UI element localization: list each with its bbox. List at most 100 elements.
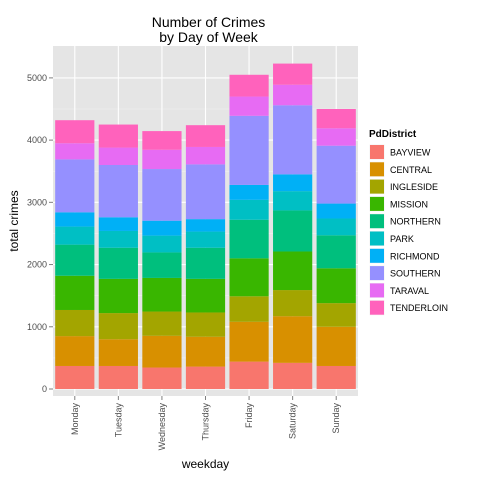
bar-taraval-tuesday	[98, 147, 138, 165]
bar-richmond-sunday	[316, 203, 356, 219]
bar-ingleside-friday	[229, 296, 269, 322]
bar-mission-tuesday	[98, 278, 138, 314]
y-tick-label: 2000	[27, 260, 47, 270]
legend-label-park: PARK	[390, 234, 414, 244]
bar-bayview-thursday	[185, 366, 226, 389]
bar-park-tuesday	[98, 230, 138, 248]
legend-swatch-ingleside	[370, 179, 384, 194]
bar-tenderloin-friday	[229, 74, 269, 97]
bar-bayview-tuesday	[98, 365, 138, 389]
bar-northern-sunday	[316, 235, 356, 269]
bar-central-tuesday	[98, 339, 138, 366]
bar-mission-friday	[229, 258, 269, 297]
bar-ingleside-monday	[55, 309, 95, 337]
bar-tenderloin-monday	[55, 120, 95, 144]
y-tick-label: 5000	[27, 73, 47, 83]
bar-taraval-wednesday	[142, 149, 182, 170]
bar-ingleside-thursday	[185, 312, 226, 337]
bar-mission-sunday	[316, 268, 356, 304]
bar-central-wednesday	[142, 335, 182, 368]
bar-northern-thursday	[185, 247, 226, 279]
x-tick-label-tuesday: Tuesday	[113, 403, 123, 438]
bar-richmond-tuesday	[98, 217, 138, 231]
bar-bayview-saturday	[273, 362, 313, 389]
x-axis-label: weekday	[181, 457, 229, 471]
bar-northern-saturday	[273, 210, 313, 252]
bar-tenderloin-sunday	[316, 109, 356, 129]
bar-park-friday	[229, 199, 269, 220]
legend-swatch-southern	[370, 266, 384, 281]
bar-richmond-wednesday	[142, 220, 182, 236]
legend-label-taraval: TARAVAL	[390, 286, 429, 296]
legend-label-ingleside: INGLESIDE	[390, 182, 438, 192]
bar-southern-friday	[229, 115, 269, 185]
bar-richmond-thursday	[185, 219, 226, 232]
bar-southern-thursday	[185, 164, 226, 220]
bar-ingleside-wednesday	[142, 311, 182, 336]
x-tick-label-wednesday: Wednesday	[157, 403, 167, 451]
bar-mission-thursday	[185, 278, 226, 313]
bar-bayview-wednesday	[142, 367, 182, 389]
bar-central-saturday	[273, 316, 313, 363]
legend-swatch-richmond	[370, 248, 384, 263]
bar-northern-friday	[229, 219, 269, 259]
x-tick-label-monday: Monday	[70, 403, 80, 436]
bar-park-saturday	[273, 191, 313, 211]
x-tick-label-saturday: Saturday	[288, 403, 298, 440]
legend-label-southern: SOUTHERN	[390, 269, 441, 279]
bar-taraval-monday	[55, 143, 95, 160]
bar-bayview-monday	[55, 365, 95, 389]
y-tick-label: 0	[42, 384, 47, 394]
bar-southern-monday	[55, 159, 95, 213]
bar-ingleside-sunday	[316, 303, 356, 327]
legend-swatch-central	[370, 162, 384, 177]
bar-taraval-thursday	[185, 146, 226, 165]
y-axis-label: total crimes	[7, 190, 21, 251]
bar-southern-saturday	[273, 105, 313, 175]
x-tick-label-thursday: Thursday	[201, 403, 211, 441]
bar-southern-wednesday	[142, 169, 182, 221]
bar-central-thursday	[185, 336, 226, 367]
bar-mission-wednesday	[142, 277, 182, 312]
legend-swatch-tenderloin	[370, 300, 384, 315]
bar-richmond-saturday	[273, 174, 313, 192]
bar-ingleside-saturday	[273, 290, 313, 317]
bar-tenderloin-saturday	[273, 63, 313, 85]
bar-northern-wednesday	[142, 252, 182, 278]
bar-tenderloin-wednesday	[142, 131, 182, 150]
bar-bayview-friday	[229, 361, 269, 389]
legend-swatch-bayview	[370, 145, 384, 159]
bar-bayview-sunday	[316, 365, 356, 389]
legend-swatch-northern	[370, 214, 384, 229]
bar-tenderloin-thursday	[185, 125, 226, 147]
y-tick-label: 1000	[27, 322, 47, 332]
legend-swatch-park	[370, 231, 384, 246]
y-tick-label: 4000	[27, 135, 47, 145]
x-tick-label-friday: Friday	[244, 403, 254, 429]
chart-title-line-1: Number of Crimes	[152, 14, 266, 30]
bar-park-thursday	[185, 231, 226, 248]
legend-swatch-taraval	[370, 283, 384, 298]
legend-label-mission: MISSION	[390, 199, 428, 209]
bar-richmond-monday	[55, 212, 95, 227]
y-tick-label: 3000	[27, 197, 47, 207]
legend-label-richmond: RICHMOND	[390, 251, 440, 261]
bar-taraval-saturday	[273, 84, 313, 106]
bar-taraval-friday	[229, 96, 269, 116]
legend-label-bayview: BAYVIEW	[390, 148, 431, 158]
x-tick-label-sunday: Sunday	[331, 403, 341, 434]
bar-northern-monday	[55, 244, 95, 276]
bar-southern-sunday	[316, 145, 356, 204]
bar-central-sunday	[316, 326, 356, 366]
bar-mission-monday	[55, 275, 95, 310]
bar-ingleside-tuesday	[98, 313, 138, 340]
legend-label-northern: NORTHERN	[390, 217, 441, 227]
bar-park-wednesday	[142, 235, 182, 253]
legend-label-tenderloin: TENDERLOIN	[390, 303, 448, 313]
bar-central-friday	[229, 321, 269, 362]
bar-taraval-sunday	[316, 128, 356, 146]
bar-central-monday	[55, 336, 95, 366]
bar-mission-saturday	[273, 251, 313, 291]
legend-title: PdDistrict	[369, 129, 417, 140]
